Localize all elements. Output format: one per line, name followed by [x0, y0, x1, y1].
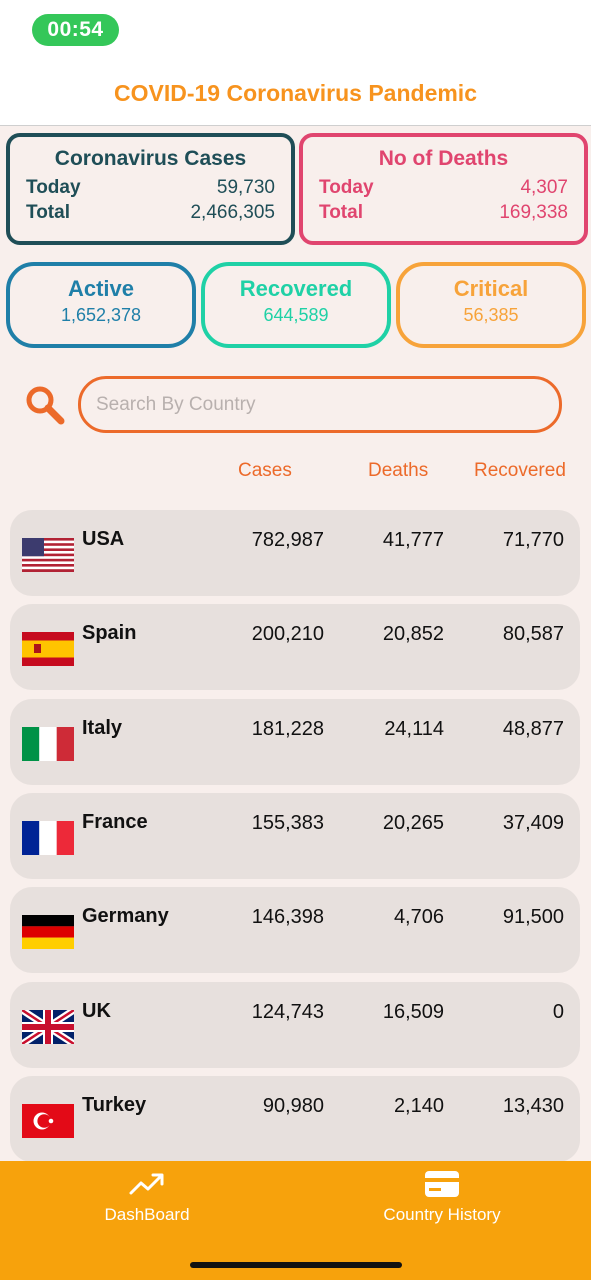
country-deaths: 4,706	[393, 906, 444, 928]
country-deaths: 24,114	[384, 718, 444, 740]
tab-bar: DashBoard Country History	[0, 1161, 591, 1280]
country-deaths: 20,265	[382, 812, 444, 834]
deaths-total-row: Total 169,338	[319, 200, 568, 225]
critical-card: Critical 56,385	[396, 262, 586, 348]
country-cases: 124,743	[251, 1001, 324, 1023]
country-row-usa[interactable]: USA 782,987 41,777 71,770	[10, 510, 580, 596]
trending-up-icon	[129, 1173, 164, 1195]
country-recovered: 37,409	[502, 812, 564, 834]
country-cases: 146,398	[251, 906, 324, 928]
cases-today-row: Today 59,730	[26, 175, 275, 200]
country-row-turkey[interactable]: Turkey 90,980 2,140 13,430	[10, 1076, 580, 1162]
country-name: USA	[82, 528, 125, 550]
country-recovered: 80,587	[502, 623, 564, 645]
deaths-today-label: Today	[319, 177, 374, 198]
tab-dashboard[interactable]: DashBoard	[82, 1169, 212, 1225]
country-row-spain[interactable]: Spain 200,210 20,852 80,587	[10, 604, 580, 690]
italy-flag-icon	[22, 727, 74, 761]
cases-today-value: 59,730	[216, 177, 275, 198]
country-name: Turkey	[82, 1094, 147, 1116]
deaths-today-value: 4,307	[520, 177, 568, 198]
country-cases: 782,987	[251, 529, 324, 551]
country-name: Germany	[82, 905, 169, 927]
spain-flag-icon	[22, 632, 74, 666]
status-bar: 00:54	[0, 0, 591, 62]
recovered-card: Recovered 644,589	[201, 262, 391, 348]
country-name: France	[82, 811, 148, 833]
cases-total-row: Total 2,466,305	[26, 200, 275, 225]
tab-country-history-label: Country History	[383, 1205, 501, 1224]
page-title: COVID-19 Coronavirus Pandemic	[114, 80, 477, 106]
country-name: Spain	[82, 622, 137, 644]
country-recovered: 0	[552, 1001, 564, 1023]
country-deaths: 16,509	[382, 1001, 444, 1023]
deaths-card: No of Deaths Today 4,307 Total 169,338	[299, 133, 588, 245]
deaths-total-value: 169,338	[499, 202, 568, 223]
cases-total-value: 2,466,305	[190, 202, 275, 223]
cases-total-label: Total	[26, 202, 70, 223]
country-recovered: 71,770	[502, 529, 564, 551]
column-header-cases: Cases	[238, 460, 292, 481]
search-input[interactable]: Search By Country	[78, 376, 562, 433]
uk-flag-icon	[22, 1010, 74, 1044]
active-value: 1,652,378	[60, 305, 142, 325]
home-indicator[interactable]	[190, 1262, 402, 1268]
search-icon[interactable]	[24, 384, 66, 426]
column-header-recovered: Recovered	[474, 460, 566, 481]
status-time: 00:54	[32, 14, 119, 46]
tab-country-history[interactable]: Country History	[366, 1169, 518, 1225]
country-name: UK	[82, 1000, 111, 1022]
recovered-value: 644,589	[263, 305, 329, 325]
germany-flag-icon	[22, 915, 74, 949]
critical-value: 56,385	[463, 305, 519, 325]
country-recovered: 13,430	[502, 1095, 564, 1117]
deaths-total-label: Total	[319, 202, 363, 223]
country-recovered: 91,500	[502, 906, 564, 928]
tab-dashboard-label: DashBoard	[104, 1205, 190, 1224]
country-deaths: 2,140	[393, 1095, 444, 1117]
cases-card: Coronavirus Cases Today 59,730 Total 2,4…	[6, 133, 295, 245]
country-deaths: 41,777	[382, 529, 444, 551]
france-flag-icon	[22, 821, 74, 855]
country-deaths: 20,852	[382, 623, 444, 645]
country-row-italy[interactable]: Italy 181,228 24,114 48,877	[10, 699, 580, 785]
active-card: Active 1,652,378	[6, 262, 196, 348]
country-row-france[interactable]: France 155,383 20,265 37,409	[10, 793, 580, 879]
country-cases: 155,383	[251, 812, 324, 834]
cases-title: Coronavirus Cases	[54, 147, 247, 170]
app-header: COVID-19 Coronavirus Pandemic	[0, 62, 591, 126]
usa-flag-icon	[22, 538, 74, 572]
deaths-today-row: Today 4,307	[319, 175, 568, 200]
country-row-germany[interactable]: Germany 146,398 4,706 91,500	[10, 887, 580, 973]
cases-today-label: Today	[26, 177, 81, 198]
country-cases: 181,228	[251, 718, 324, 740]
credit-card-icon	[425, 1171, 459, 1197]
column-header-deaths: Deaths	[368, 460, 429, 481]
country-name: Italy	[82, 717, 123, 739]
country-recovered: 48,877	[502, 718, 564, 740]
country-row-uk[interactable]: UK 124,743 16,509 0	[10, 982, 580, 1068]
active-title: Active	[67, 276, 135, 301]
recovered-title: Recovered	[239, 276, 353, 301]
turkey-flag-icon	[22, 1104, 74, 1138]
critical-title: Critical	[453, 276, 529, 301]
country-cases: 200,210	[251, 623, 324, 645]
search-placeholder: Search By Country	[96, 393, 256, 415]
country-cases: 90,980	[262, 1095, 324, 1117]
deaths-title: No of Deaths	[378, 147, 509, 170]
